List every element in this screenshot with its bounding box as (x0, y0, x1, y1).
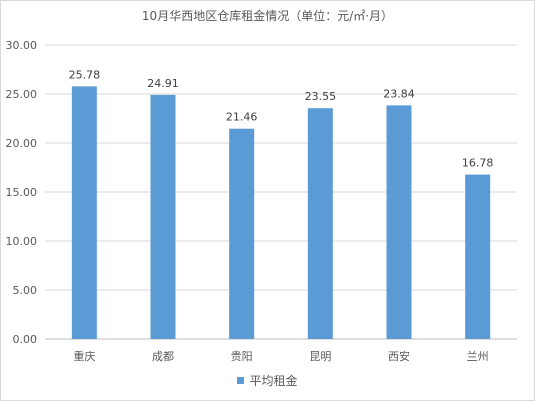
y-tick-label: 30.00 (6, 39, 38, 52)
y-tick-label: 10.00 (6, 235, 38, 248)
legend-label: 平均租金 (249, 374, 298, 388)
x-tick-label: 重庆 (73, 349, 95, 363)
bar (71, 86, 97, 339)
legend: 平均租金 (0, 372, 535, 389)
data-label: 24.91 (147, 77, 179, 90)
bar (386, 105, 412, 339)
y-tick-label: 15.00 (6, 186, 38, 199)
x-tick-label: 成都 (152, 350, 174, 363)
x-tick-label: 贵阳 (231, 350, 253, 363)
y-tick-label: 25.00 (6, 88, 38, 101)
bar (465, 174, 491, 339)
bar (150, 94, 176, 340)
y-tick-label: 0.00 (13, 333, 38, 346)
data-label: 21.46 (226, 111, 258, 124)
data-label: 25.78 (69, 68, 101, 81)
bar (229, 128, 255, 339)
y-tick-label: 20.00 (6, 137, 38, 150)
chart-title: 10月华西地区仓库租金情况（单位：元/㎡·月） (141, 9, 394, 23)
data-label: 16.78 (462, 157, 494, 170)
x-tick-label: 西安 (388, 349, 410, 363)
x-tick-label: 兰州 (467, 350, 489, 363)
legend-swatch (237, 377, 245, 384)
data-label: 23.84 (383, 87, 415, 100)
y-tick-label: 5.00 (13, 284, 38, 297)
bar (307, 108, 333, 340)
x-tick-label: 昆明 (309, 350, 331, 363)
data-label: 23.55 (305, 90, 337, 103)
